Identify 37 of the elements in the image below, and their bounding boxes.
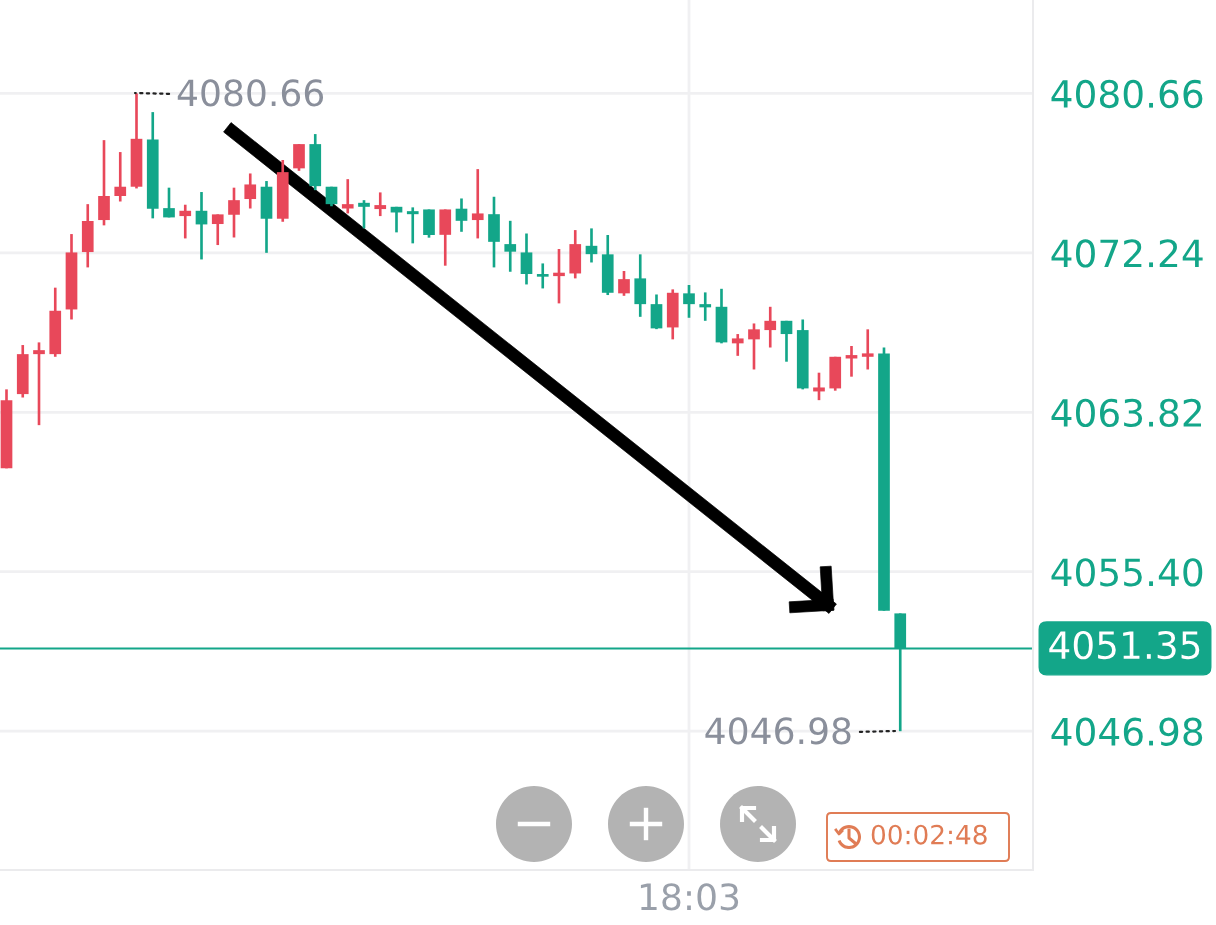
candlestick: [163, 186, 175, 219]
candlestick: [699, 291, 712, 323]
candlestick: [764, 305, 777, 349]
candlestick: [536, 262, 549, 290]
annotation: 00:02:48: [871, 824, 987, 845]
candlestick: [553, 247, 565, 305]
candlestick: [813, 371, 825, 402]
candlestick: [520, 232, 533, 286]
candlestick: [228, 186, 240, 239]
annotation: 4046.98: [705, 717, 851, 745]
candlestick: [618, 269, 630, 298]
y-tick-label: 4080.66: [1051, 79, 1203, 109]
candlestick: [585, 227, 598, 264]
ref-line-label: 4051.35: [1049, 630, 1200, 660]
candlestick: [471, 167, 484, 240]
candlestick: [211, 213, 224, 247]
y-tick-label: 4046.98: [1051, 717, 1203, 746]
candlestick: [504, 219, 517, 274]
candlestick: [748, 322, 760, 371]
y-tick-label: 4063.82: [1051, 398, 1201, 428]
candlestick: [179, 203, 192, 240]
candlestick: [358, 198, 370, 230]
candlestick: [114, 150, 127, 203]
candlestick: [861, 328, 874, 371]
candlestick: [780, 319, 793, 364]
candlestick: [244, 172, 257, 210]
y-tick-label: 4055.40: [1051, 558, 1203, 587]
x-tick-label: 18:03: [640, 883, 739, 911]
annotation: 4080.66: [177, 79, 324, 107]
y-tick-label: 4072.24: [1051, 239, 1203, 268]
candlestick: [731, 332, 744, 358]
candlestick: [455, 197, 468, 234]
candlestick: [341, 177, 354, 215]
candlestick: [683, 283, 695, 320]
candlestick: [374, 191, 387, 218]
candlestick: [33, 341, 45, 427]
candlestick: [406, 206, 419, 245]
